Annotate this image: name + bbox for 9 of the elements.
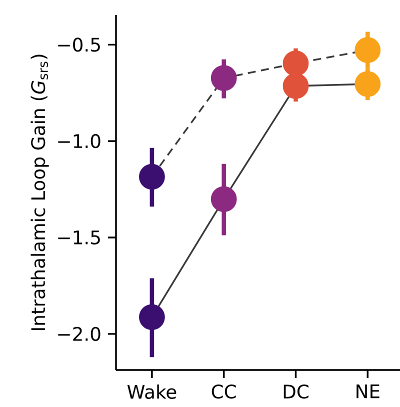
y-tick-label: −1.0 bbox=[58, 134, 100, 148]
x-tick-label: CC bbox=[212, 384, 236, 399]
y-tick-label: −1.5 bbox=[58, 230, 100, 244]
x-tick-label: DC bbox=[284, 384, 308, 399]
x-tick-label: NE bbox=[356, 384, 380, 398]
y-axis-title: Intrathalamic Loop Gain (G$_{srs}$) bbox=[30, 54, 49, 330]
y-tick-label: −0.5 bbox=[58, 38, 100, 52]
x-tick-label: Wake bbox=[127, 384, 176, 399]
y-tick-label: −2.0 bbox=[58, 326, 100, 342]
